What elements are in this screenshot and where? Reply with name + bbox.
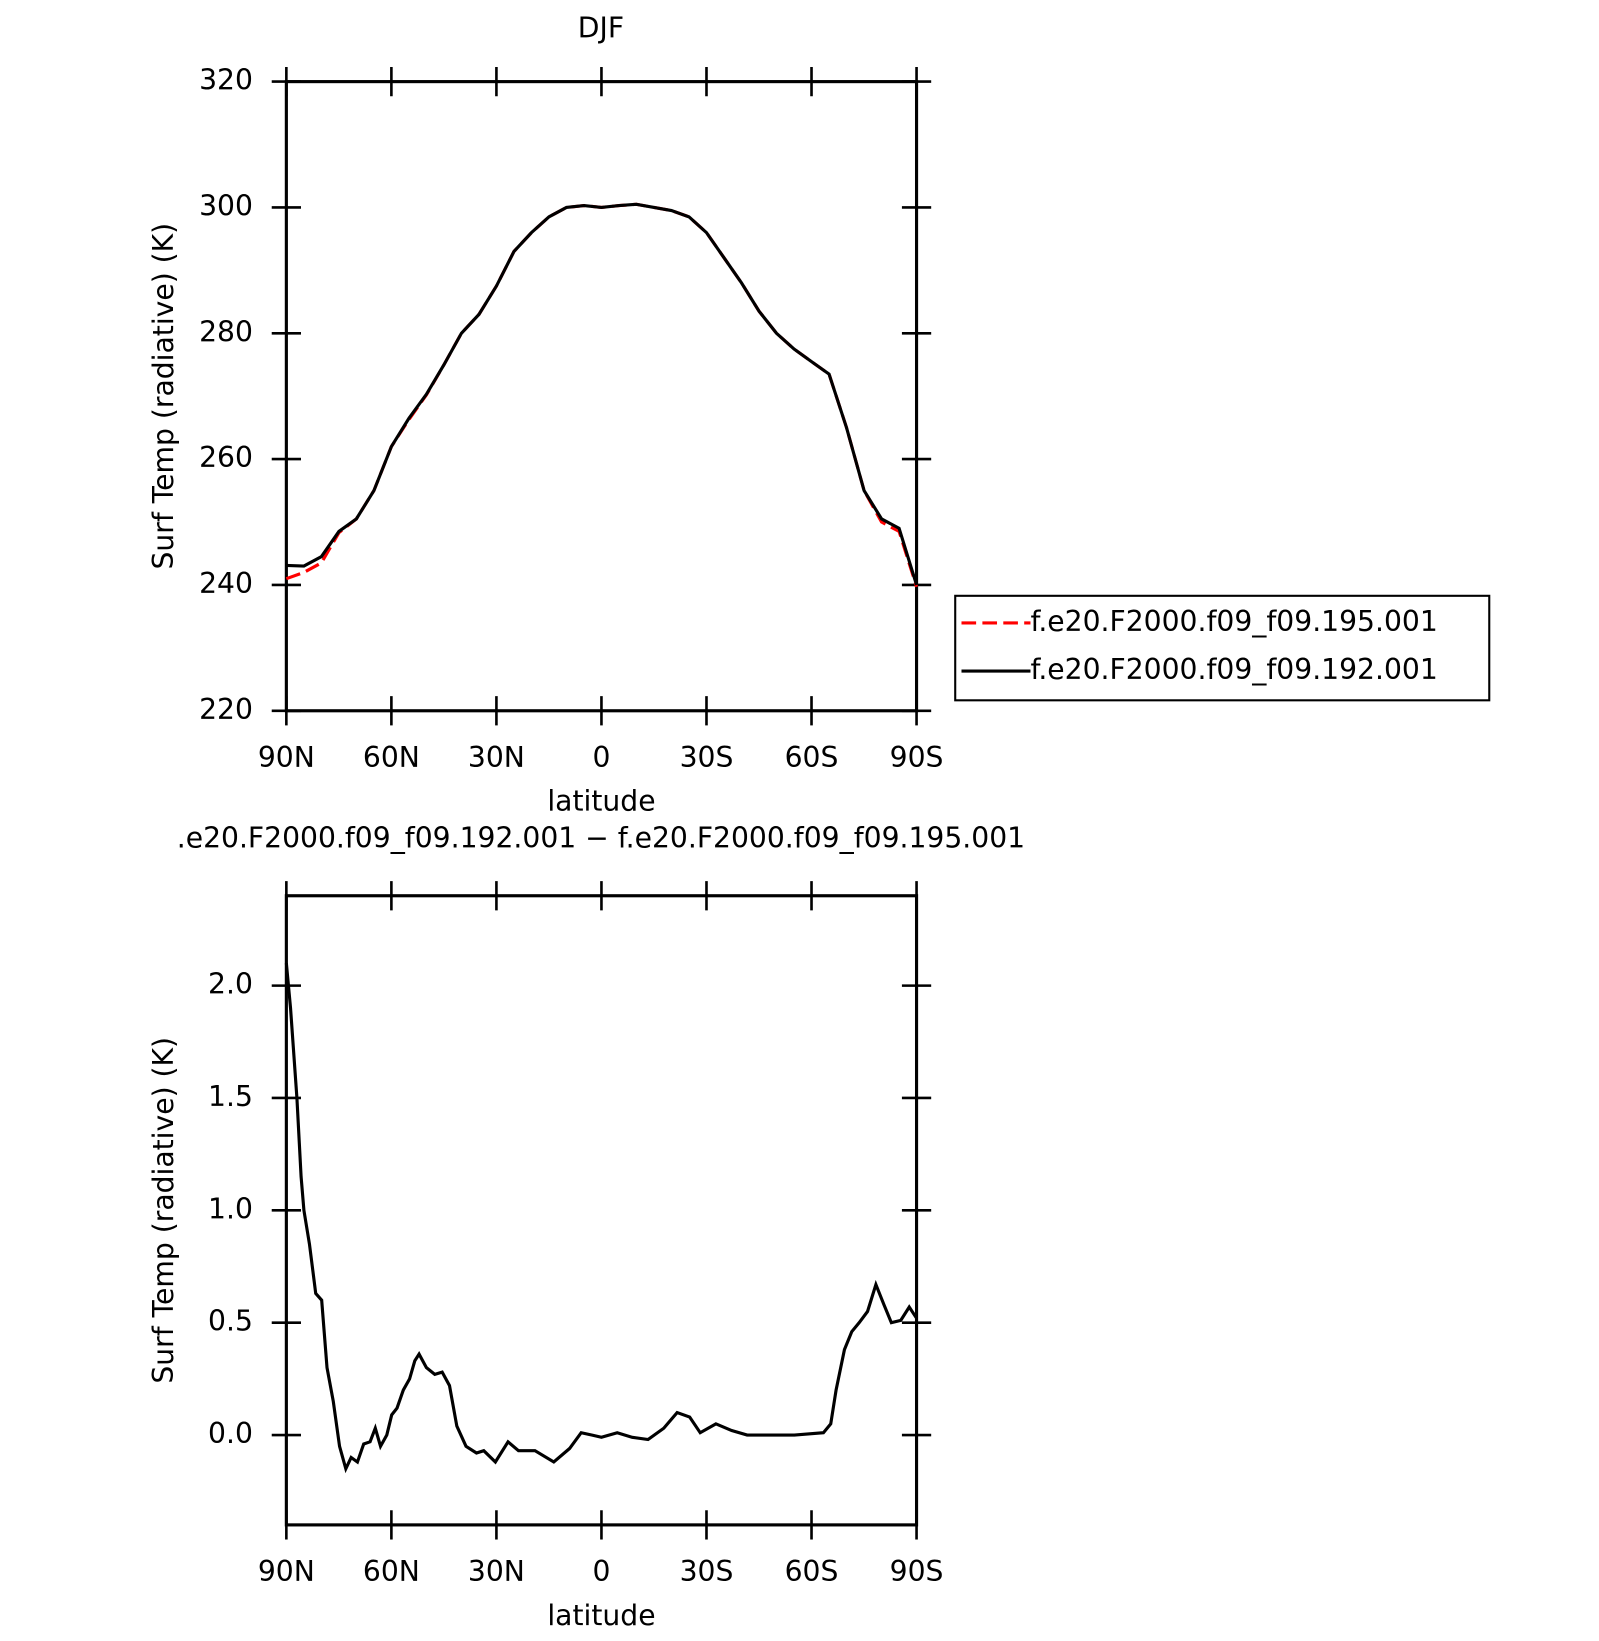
x-tick-label: 30S	[680, 741, 734, 774]
data-line	[285, 202, 919, 588]
y-tick-label: 320	[199, 64, 253, 97]
x-tick-label: 0	[592, 741, 610, 774]
x-tick-label: 30S	[680, 1555, 734, 1588]
data-line	[286, 202, 919, 586]
x-tick-label: 30N	[468, 1555, 525, 1588]
y-tick-label: 300	[199, 189, 253, 222]
x-tick-label: 60N	[363, 1555, 420, 1588]
y-axis-label: Surf Temp (radiative) (K)	[147, 1037, 180, 1384]
y-axis-label: Surf Temp (radiative) (K)	[147, 223, 180, 570]
legend-label: f.e20.F2000.f09_f09.195.001	[1030, 605, 1437, 638]
y-tick-label: 280	[199, 315, 253, 348]
plot-frame	[284, 894, 919, 1527]
x-axis-label: latitude	[547, 1599, 655, 1632]
y-tick-label: 1.5	[208, 1080, 253, 1113]
x-tick-label: 0	[592, 1555, 610, 1588]
x-tick-label: 90S	[890, 741, 944, 774]
x-tick-label: 60S	[785, 1555, 839, 1588]
y-tick-label: 260	[199, 441, 253, 474]
x-tick-label: 90N	[258, 1555, 315, 1588]
chart-title: DJF	[578, 11, 624, 44]
y-tick-label: 0.5	[208, 1305, 253, 1338]
x-tick-label: 60S	[785, 741, 839, 774]
y-tick-label: 220	[199, 693, 253, 726]
legend-frame	[954, 594, 1491, 702]
chart-title: .e20.F2000.f09_f09.192.001 − f.e20.F2000…	[177, 821, 1025, 854]
x-tick-label: 90S	[890, 1555, 944, 1588]
data-line	[284, 963, 918, 1474]
y-tick-label: 240	[199, 567, 253, 600]
x-tick-label: 30N	[468, 741, 525, 774]
y-tick-label: 0.0	[208, 1417, 253, 1450]
y-tick-label: 1.0	[208, 1192, 253, 1225]
x-tick-label: 90N	[258, 741, 315, 774]
x-tick-label: 60N	[363, 741, 420, 774]
y-tick-label: 2.0	[208, 968, 253, 1001]
plot-frame	[284, 80, 919, 713]
x-axis-label: latitude	[547, 785, 655, 818]
legend-label: f.e20.F2000.f09_f09.192.001	[1030, 653, 1437, 686]
